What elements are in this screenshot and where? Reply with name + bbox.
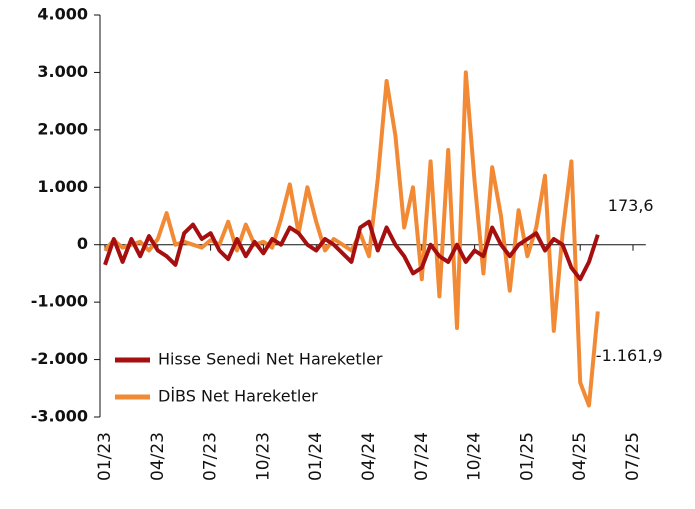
x-tick-label: 07/24 [412, 432, 432, 481]
y-tick-label: 0 [77, 234, 88, 253]
x-tick-label: 01/24 [306, 432, 326, 481]
y-tick-label: -1.000 [31, 292, 88, 311]
series-line [103, 70, 600, 408]
end-label: 173,6 [608, 196, 654, 215]
y-tick-label: -2.000 [31, 349, 88, 368]
y-tick-label: 4.000 [37, 5, 88, 24]
legend-label: Hisse Senedi Net Hareketler [158, 350, 383, 369]
x-tick-label: 01/25 [517, 432, 537, 481]
x-tick-label: 04/23 [148, 432, 168, 481]
legend-label: DİBS Net Hareketler [158, 387, 318, 406]
x-tick-label: 04/24 [359, 432, 379, 481]
x-tick-label: 07/25 [623, 432, 643, 481]
y-tick-label: -3.000 [31, 407, 88, 426]
x-tick-label: 07/23 [201, 432, 221, 481]
end-label: -1.161,9 [596, 346, 663, 365]
x-tick-label: 10/23 [253, 432, 273, 481]
y-tick-label: 1.000 [37, 177, 88, 196]
series-line [103, 219, 600, 282]
y-tick-label: 2.000 [37, 119, 88, 138]
x-tick-label: 01/23 [95, 432, 115, 481]
x-tick-label: 10/24 [465, 432, 485, 481]
y-tick-label: 3.000 [37, 62, 88, 81]
x-tick-label: 04/25 [570, 432, 590, 481]
